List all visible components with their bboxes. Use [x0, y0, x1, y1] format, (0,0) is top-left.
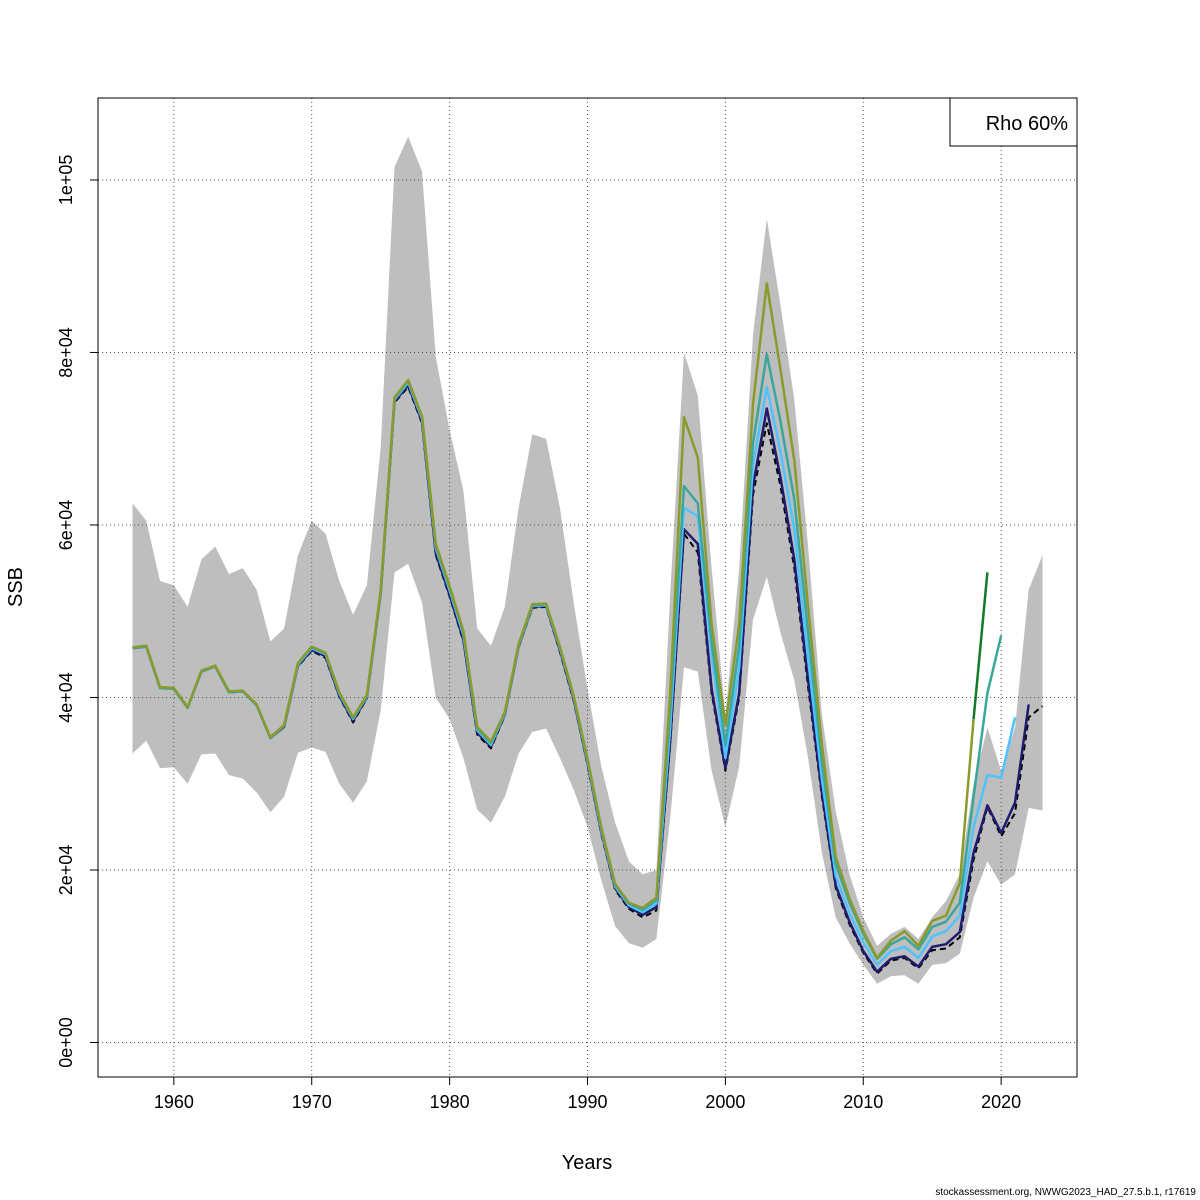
x-tick-label: 2020: [981, 1092, 1021, 1112]
y-tick-label: 2e+04: [56, 845, 76, 896]
series-line-5: [132, 282, 975, 960]
x-tick-label: 1960: [154, 1092, 194, 1112]
confidence-band-layer: [132, 136, 1043, 984]
x-axis: 1960 1970 1980 1990 2000 2010 2020: [154, 1077, 1021, 1112]
y-tick-label: 1e+05: [56, 155, 76, 206]
y-axis: 0e+00 2e+04 4e+04 6e+04 8e+04 1e+05: [56, 155, 98, 1068]
x-tick-label: 2010: [843, 1092, 883, 1112]
series-layer: [132, 282, 1044, 975]
y-tick-label: 4e+04: [56, 672, 76, 723]
y-axis-title: SSB: [5, 567, 27, 607]
x-tick-label: 2000: [705, 1092, 745, 1112]
series-line-6: [972, 572, 989, 720]
x-axis-title: Years: [562, 1152, 612, 1174]
x-tick-label: 1990: [567, 1092, 607, 1112]
y-tick-label: 0e+00: [56, 1017, 76, 1068]
confidence-band: [132, 136, 1043, 984]
footer-credit: stockassessment.org, NWWG2023_HAD_27.5.b…: [935, 1187, 1196, 1198]
y-tick-label: 8e+04: [56, 327, 76, 378]
x-tick-label: 1970: [292, 1092, 332, 1112]
x-tick-label: 1980: [430, 1092, 470, 1112]
legend-text: Rho 60%: [986, 113, 1068, 135]
legend-box: [949, 97, 1078, 147]
legend: Rho 60%: [949, 97, 1078, 147]
y-tick-label: 6e+04: [56, 500, 76, 551]
